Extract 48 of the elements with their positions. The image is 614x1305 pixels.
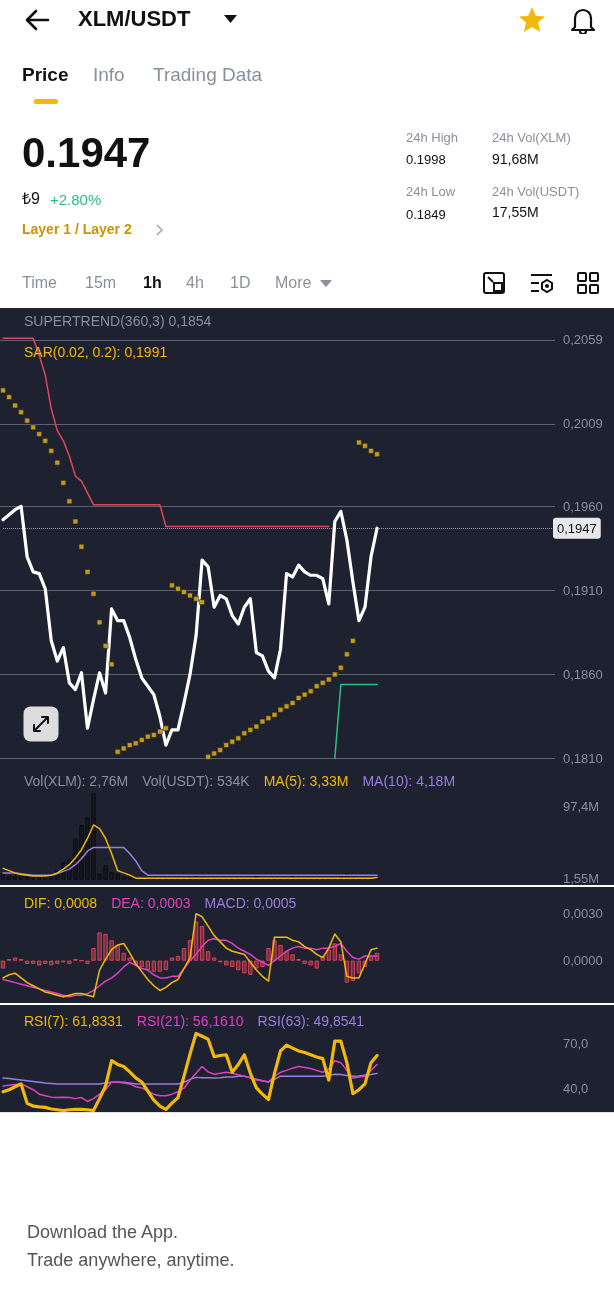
y-tick-label: 0,2009 xyxy=(563,416,603,432)
annotation: SUPERTREND(360,3) 0,1854 xyxy=(24,313,212,330)
text: 24h Vol(XLM) xyxy=(492,129,571,145)
annotation: Vol(USDT): 534K xyxy=(142,773,250,789)
y-tick-label: 0,2059 xyxy=(563,332,603,348)
annotation: DIF: 0,0008 xyxy=(24,895,98,911)
y-tick-label: 0,1810 xyxy=(563,751,603,766)
text: Info xyxy=(93,63,125,85)
y-tick-label: 0,1960 xyxy=(563,498,603,514)
text: 24h High xyxy=(406,129,459,145)
y-tick-label: 0,0000 xyxy=(563,953,603,969)
text: 0.1849 xyxy=(406,206,446,222)
text: 24h Vol(USDT) xyxy=(492,183,580,199)
text: Trading Data xyxy=(153,63,263,85)
annotation: RSI(63): 49,8541 xyxy=(257,1013,365,1029)
y-tick-label: 0,1910 xyxy=(563,582,603,598)
text: 91,68M xyxy=(492,151,539,168)
text: Trade anywhere, anytime. xyxy=(27,1250,235,1271)
y-tick-label: 1,55M xyxy=(563,871,600,886)
text: +2.80% xyxy=(50,190,102,208)
y-tick-label: 0,0030 xyxy=(563,906,603,922)
y-tick-label: 40,0 xyxy=(563,1080,589,1096)
y-tick-label: 0,1860 xyxy=(563,666,603,682)
text: ₺9 xyxy=(22,190,40,208)
annotation: RSI(7): 61,8331 xyxy=(24,1013,123,1029)
text: XLM/USDT xyxy=(78,5,191,31)
text: Download the App. xyxy=(27,1222,179,1243)
text: Layer 1 / Layer 2 xyxy=(22,221,132,238)
text: Price xyxy=(22,63,69,85)
annotation: DEA: 0,0003 xyxy=(111,895,191,911)
text: Time xyxy=(22,274,57,292)
text: 1D xyxy=(230,274,251,292)
text: 0.1998 xyxy=(406,151,446,167)
text: 4h xyxy=(186,274,204,292)
annotation: Vol(XLM): 2,76M xyxy=(24,773,129,789)
annotation: RSI(21): 56,1610 xyxy=(136,1013,244,1029)
text: 24h Low xyxy=(406,183,456,199)
annotation: MA(5): 3,33M xyxy=(263,773,349,789)
text: 1h xyxy=(143,274,162,292)
y-tick-label: 70,0 xyxy=(563,1036,589,1052)
annotation: MACD: 0,0005 xyxy=(204,895,297,911)
text: 17,55M xyxy=(492,204,539,221)
text: 15m xyxy=(85,274,117,292)
ref-line-label: 0,1947 xyxy=(556,520,597,536)
text: More xyxy=(275,274,312,292)
y-tick-label: 97,4M xyxy=(563,799,600,815)
annotation: MA(10): 4,18M xyxy=(362,773,456,789)
text: 0.1947 xyxy=(22,128,151,176)
